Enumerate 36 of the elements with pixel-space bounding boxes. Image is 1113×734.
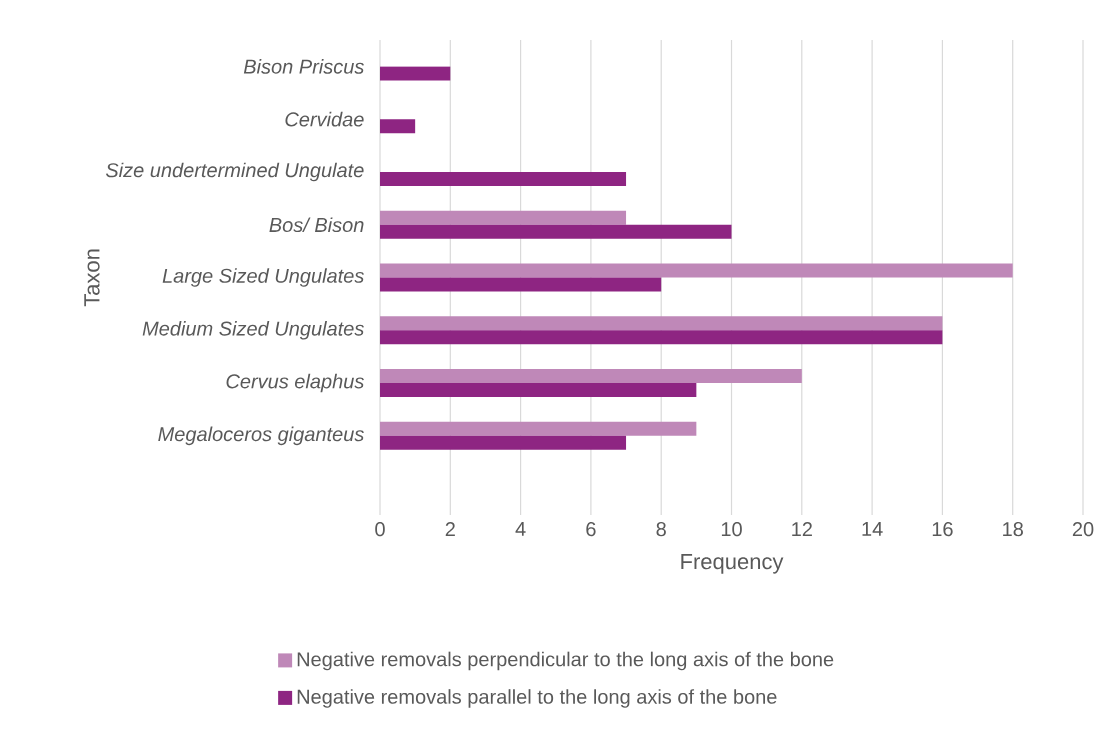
x-tick-label: 0 bbox=[375, 522, 385, 537]
bar bbox=[380, 171, 627, 186]
legend-label: Negative removals perpendicular to the long axis of the bone bbox=[297, 651, 834, 671]
x-tick-label: 8 bbox=[656, 522, 666, 537]
bar bbox=[380, 330, 943, 345]
y-tick-label: Cervidae bbox=[285, 111, 364, 127]
y-tick-label: Bos/ Bison bbox=[269, 217, 364, 233]
x-axis-title: Frequency bbox=[681, 553, 784, 574]
x-tick-label: 18 bbox=[1003, 522, 1023, 537]
bar bbox=[380, 263, 1013, 278]
bar bbox=[380, 224, 732, 239]
y-tick-label: Large Sized Ungulates bbox=[162, 268, 364, 287]
x-tick-label: 20 bbox=[1072, 522, 1094, 537]
x-tick-label: 4 bbox=[515, 522, 526, 536]
y-axis-title: Taxon bbox=[84, 249, 100, 307]
bar bbox=[380, 421, 697, 436]
bar bbox=[380, 210, 627, 225]
x-tick-label: 16 bbox=[932, 522, 953, 537]
x-tick-label: 14 bbox=[862, 522, 883, 536]
bar bbox=[380, 369, 802, 384]
x-tick-label: 6 bbox=[586, 522, 596, 537]
bar bbox=[380, 277, 662, 292]
x-tick-label: 12 bbox=[792, 522, 812, 537]
bar bbox=[380, 119, 416, 134]
y-tick-label: Bison Priscus bbox=[243, 59, 364, 74]
legend-label: Negative removals parallel to the long axis of the bone bbox=[297, 689, 777, 708]
bar bbox=[380, 316, 943, 331]
bar bbox=[380, 66, 451, 81]
y-tick-label: Megaloceros giganteus bbox=[158, 426, 364, 446]
x-tick-label: 2 bbox=[445, 522, 455, 537]
y-tick-label: Size undertermined Ungulate bbox=[105, 162, 364, 182]
y-tick-label: Medium Sized Ungulates bbox=[142, 320, 364, 340]
bar bbox=[380, 435, 627, 450]
bar bbox=[380, 383, 697, 398]
y-tick-label: Cervus elaphus bbox=[226, 373, 364, 393]
x-tick-label: 10 bbox=[721, 522, 742, 537]
